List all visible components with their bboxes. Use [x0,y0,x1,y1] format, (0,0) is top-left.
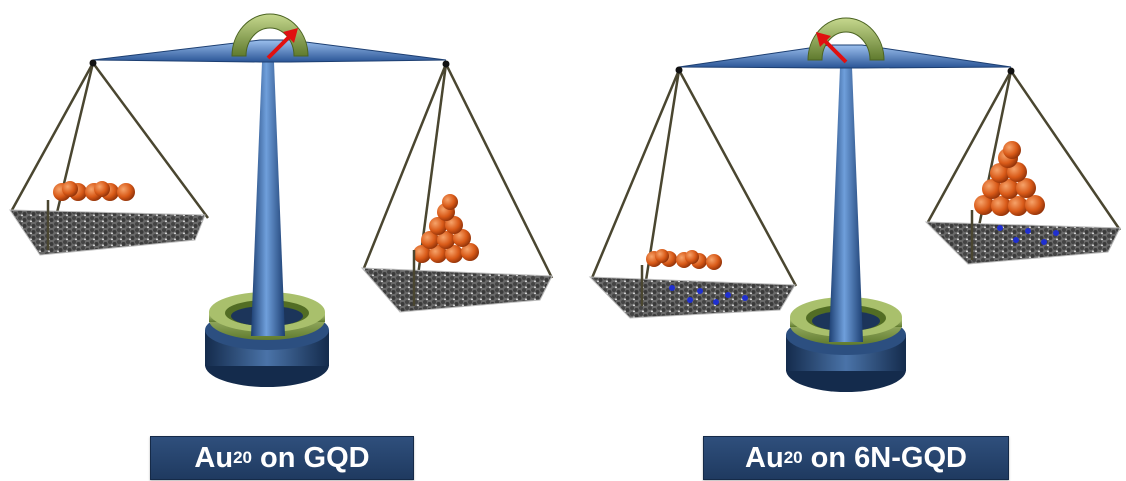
label-left-suffix: on GQD [251,441,370,474]
scale-left [9,13,554,387]
label-left-prefix: Au [194,441,234,474]
scale-beam-left [92,39,447,63]
scale-post-right [829,67,863,342]
strings-left-pan-2 [590,69,798,307]
graphene-sheet-right-2 [924,221,1121,265]
au20-flat-cluster-left [53,181,135,201]
indicator-arc-left [231,13,309,57]
graphene-sheet-left-2 [360,267,553,313]
strings-right-pan [362,63,554,307]
label-left-subscript: 20 [233,448,252,467]
indicator-arc-right [807,17,885,61]
au20-pyramid-cluster-left [413,194,479,263]
graphene-sheet-left-1 [9,209,206,256]
au20-pyramid-cluster-right [974,141,1045,216]
label-right-subscript: 20 [783,448,803,467]
label-au20-on-6n-gqd: Au 20 on 6N-GQD [703,436,1009,480]
label-right-prefix: Au [745,441,784,474]
indicator-arrow-right [816,32,848,64]
scale-beam-right [678,44,1012,69]
label-au20-on-gqd: Au 20 on GQD [150,436,414,480]
label-right-suffix: on 6N-GQD [802,441,967,474]
scale-right [588,17,1122,392]
scale-post-left [251,62,285,336]
indicator-arrow-left [266,28,298,60]
graphene-sheet-right-1 [588,276,796,319]
au20-flat-cluster-right [646,249,722,270]
